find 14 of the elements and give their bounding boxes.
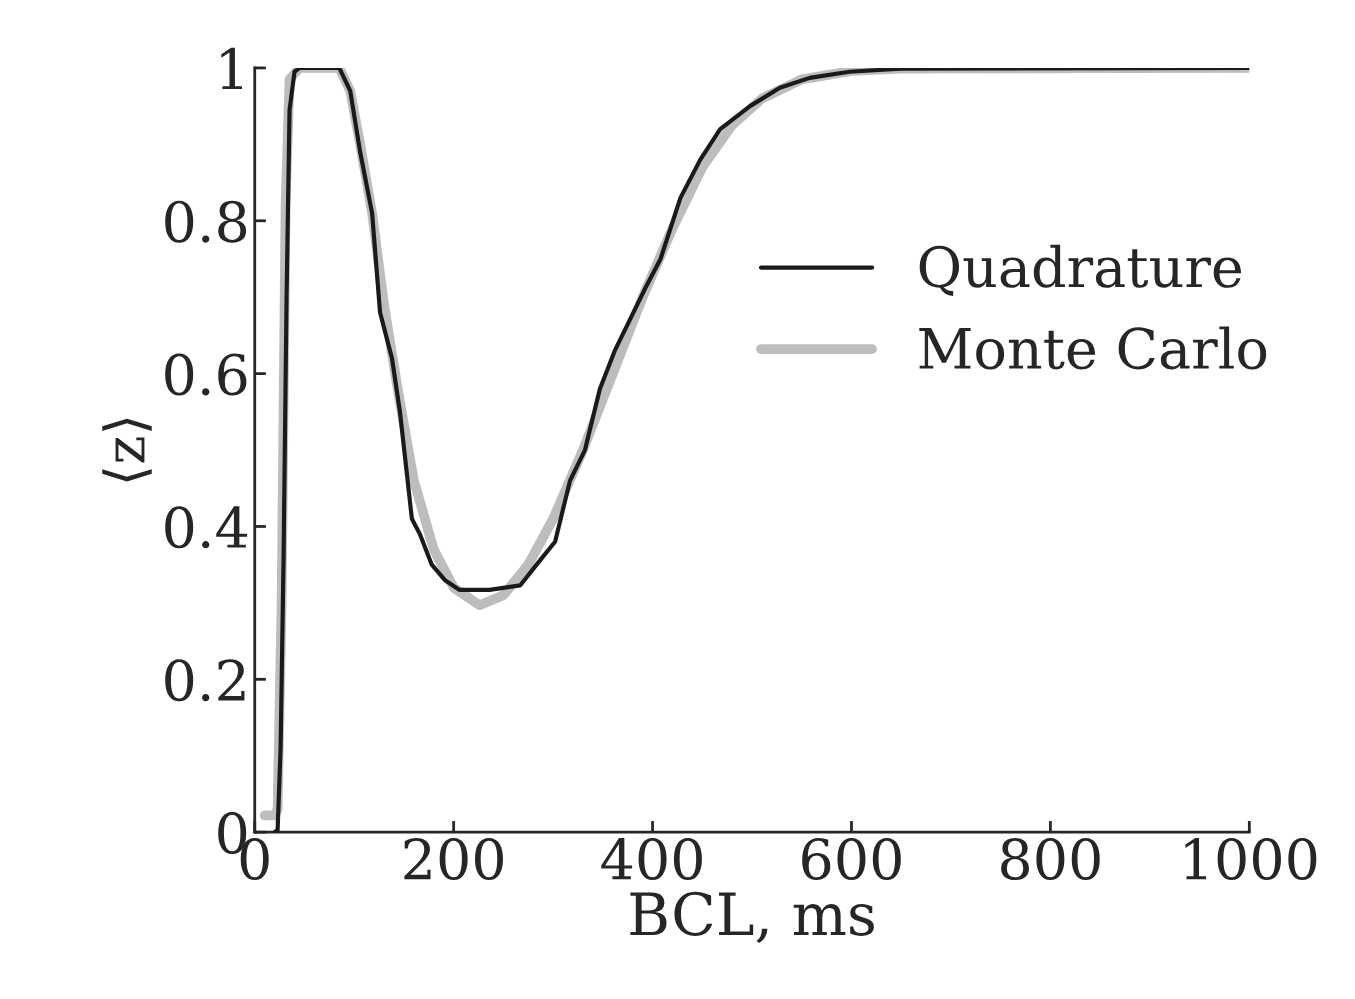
y-tick-label: 0.4 [165,506,248,549]
x-tick-label: 1000 [1185,838,1317,881]
x-tick-label: 800 [1001,838,1100,881]
x-tick-label: 400 [601,838,702,881]
x-tick-label: 200 [404,838,503,881]
y-tick-label: 0.6 [165,353,247,396]
x-tick-label: 600 [802,838,901,881]
x-axis-title: BCL, ms [630,891,874,944]
y-tick-label: 0.8 [165,200,247,243]
y-tick-label: 1 [221,47,242,90]
y-tick-label: 0.2 [165,659,245,702]
legend-label: Quadrature [919,244,1242,296]
legend-label: Monte Carlo [919,326,1267,370]
y-axis-title: ⟨z⟩ [102,418,152,482]
